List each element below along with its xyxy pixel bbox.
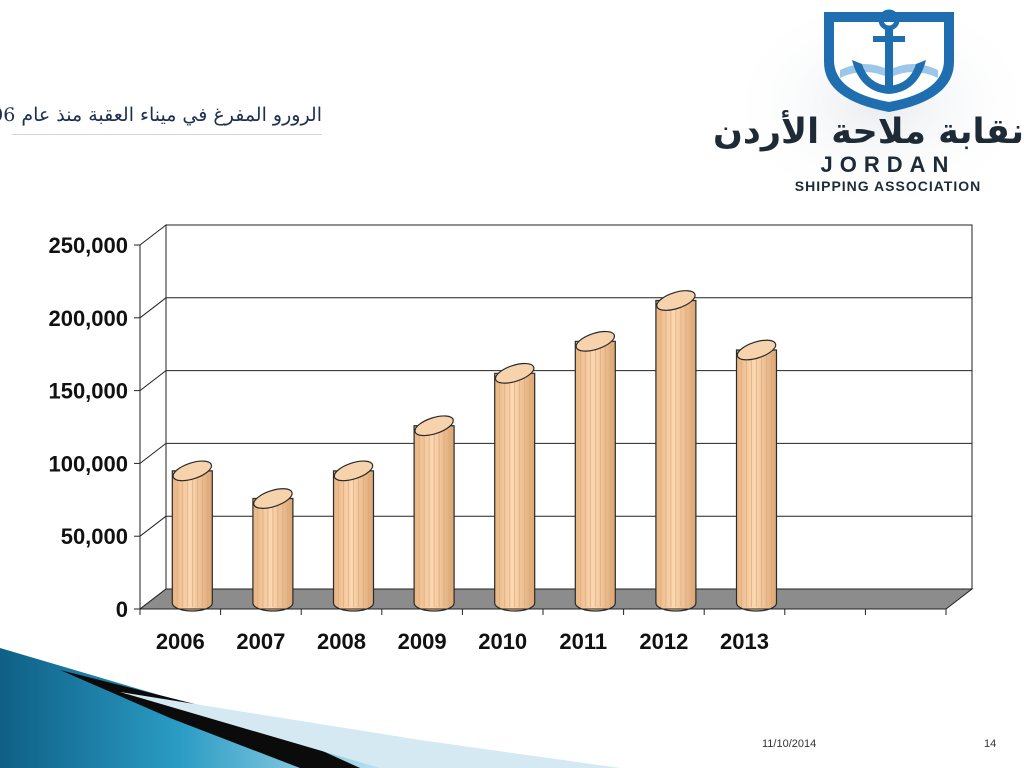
bar-2010 xyxy=(494,362,536,612)
chart-frame xyxy=(139,223,973,611)
bar-top xyxy=(494,362,535,384)
y-tick-label: 150,000 xyxy=(48,379,128,404)
jordan-shipping-association-logo xyxy=(740,0,1024,205)
anchor-shield-icon xyxy=(824,9,954,112)
y-tick-label: 200,000 xyxy=(48,306,128,331)
decorative-wave xyxy=(0,648,620,768)
y-tick-label: 0 xyxy=(116,597,128,622)
x-tick-label: 2009 xyxy=(398,629,447,654)
gridline-side xyxy=(139,443,167,464)
bar-2012 xyxy=(655,290,697,612)
x-tick-label: 2012 xyxy=(639,629,688,654)
bar-2009 xyxy=(413,415,455,612)
x-tick-label: 2013 xyxy=(720,629,769,654)
bar-2011 xyxy=(574,330,616,612)
gridline-side xyxy=(139,370,167,391)
bar-top xyxy=(253,488,293,509)
title-underline xyxy=(12,134,322,135)
y-tick-label: 100,000 xyxy=(48,451,128,476)
bar-top xyxy=(656,290,696,311)
chart-side-wall xyxy=(139,223,167,611)
bar-top xyxy=(575,330,616,352)
x-tick-label: 2010 xyxy=(478,629,527,654)
bar-2013 xyxy=(735,339,778,612)
slide-title: الرورو المفرغ في ميناء العقبة منذ عام 20… xyxy=(0,104,322,126)
x-tick-label: 2011 xyxy=(559,629,607,654)
gridline-side xyxy=(139,297,167,319)
x-tick-label: 2007 xyxy=(236,629,285,654)
bar-2008 xyxy=(332,460,375,612)
chart-back-wall xyxy=(165,224,973,590)
logo-english-line1: JORDAN xyxy=(820,152,956,177)
bar-top xyxy=(414,415,454,437)
x-tick-label: 2008 xyxy=(317,629,366,654)
y-tick-label: 250,000 xyxy=(48,233,128,258)
bar-top xyxy=(736,339,777,361)
gridline-side xyxy=(139,515,167,537)
bar-2007 xyxy=(252,488,294,612)
chart-x-tick-labels: 2006 2007 2008 2009 2010 2011 2012 2013 xyxy=(139,608,947,654)
bar-top xyxy=(172,460,213,482)
chart-y-tick-labels: 0 50,000 100,000 150,000 200,000 250,000 xyxy=(48,233,128,622)
logo-english-line2: SHIPPING ASSOCIATION xyxy=(794,178,982,194)
y-tick-label: 50,000 xyxy=(61,524,128,549)
bar-2006 xyxy=(171,460,213,612)
logo-arabic-name: نقابة ملاحة الأردن xyxy=(713,112,1024,152)
chart-bars xyxy=(171,290,778,612)
x-tick-label: 2006 xyxy=(156,629,205,654)
chart-gridlines xyxy=(134,244,972,610)
slide-date: 11/10/2014 xyxy=(762,738,817,750)
bar-top xyxy=(333,460,374,482)
roro-bar-chart: 0 50,000 100,000 150,000 200,000 250,000 2006… xyxy=(48,223,974,654)
slide-page-number: 14 xyxy=(984,738,997,750)
